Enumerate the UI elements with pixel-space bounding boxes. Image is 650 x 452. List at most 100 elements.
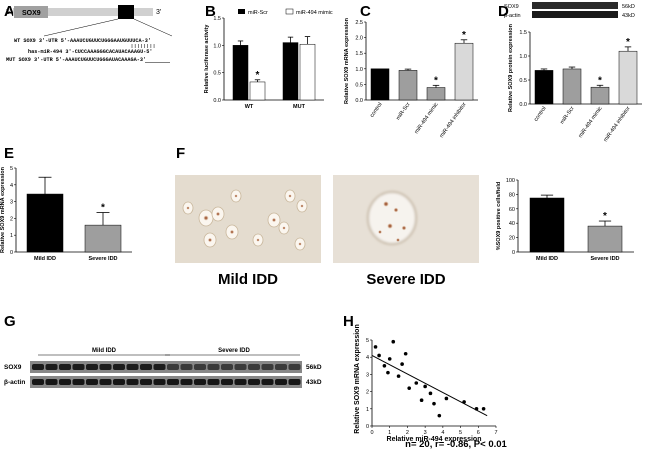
chart-h-point: [391, 339, 396, 344]
blot-g-band-actin: [248, 379, 260, 385]
blot-g-band-actin: [221, 379, 233, 385]
chart-d-bar: [534, 70, 554, 105]
chart-d-xtick-label: miR-494 inhibitor: [603, 106, 632, 144]
blot-g-band-actin: [99, 379, 112, 385]
blot-g-group-severe: Severe IDD: [218, 348, 250, 354]
chart-f-xtick-label: Severe IDD: [590, 256, 619, 262]
blot-g-band-actin: [234, 379, 247, 385]
sox9-gene-label: SOX9: [22, 10, 41, 17]
mild-cell-nucleus: [234, 194, 238, 198]
sox9-box: [14, 6, 48, 18]
chart-h-xtick-label: 4: [441, 430, 444, 436]
mild-cells: [182, 189, 308, 251]
chart-e-ytick-label: 2: [10, 216, 13, 222]
chart-e-ytick-label: 5: [10, 166, 13, 172]
mild-cell-nucleus: [300, 204, 304, 208]
chart-c-ylabel: Relative SOX9 mRNA expression: [344, 17, 350, 104]
chart-h-xtick-label: 2: [406, 430, 409, 436]
mild-cell-nucleus: [229, 229, 235, 235]
chart-f-ytick-label: 100: [506, 178, 515, 184]
chart-c-ytick-label: 1.5: [355, 51, 363, 57]
chart-b-ytick-label: 0.5: [213, 71, 221, 77]
chart-h-stats: n= 20, r= -0.86, P< 0.01: [405, 439, 507, 450]
blot-g-strip-sox9: [30, 361, 302, 373]
chart-h-fit-line: [371, 355, 488, 417]
chart-h-point: [428, 391, 433, 396]
chart-d-xtick-label: miR-494 mimic: [578, 106, 604, 140]
chart-e-mrna-idd: 0 1 2 3 4 5 Relative SOX9 mRNA expression Mild …: [0, 166, 132, 262]
panel-g-blot: Mild IDD Severe IDD SOX9 β-actin 56kD 43…: [4, 348, 322, 388]
chart-h-point: [403, 351, 408, 356]
chart-e-ytick-label: 3: [10, 200, 13, 206]
severe-cells: [378, 201, 407, 242]
chart-h-xtick-label: 0: [370, 430, 373, 436]
blot-g-band-sox9: [194, 364, 206, 370]
chart-b-bar: [299, 43, 316, 101]
blot-g-band-actin: [113, 379, 125, 385]
blot-g-band-actin: [288, 379, 301, 385]
chart-h-point: [407, 386, 412, 390]
chart-b-significance: *: [256, 70, 260, 81]
chart-h-point: [423, 384, 427, 389]
chart-f-xtick-label: Mild IDD: [536, 256, 558, 262]
blot-d-label-actin: β-actin: [504, 13, 521, 19]
blot-g-band-actin: [167, 379, 179, 385]
chart-e-bar: [26, 193, 64, 253]
utr-bar: [13, 8, 153, 16]
mild-cell-nucleus: [186, 206, 190, 210]
chart-h-point: [419, 398, 424, 403]
chart-h-xtick-label: 1: [388, 430, 391, 436]
chart-b-ylabel: Relative luciferase activity: [204, 24, 210, 94]
blot-d-size-sox9: 56kD: [622, 4, 635, 10]
chart-h-ytick-label: 5: [366, 338, 369, 344]
mild-cell-nucleus: [298, 242, 302, 246]
chart-h-point: [400, 362, 404, 366]
mild-cell-nucleus: [207, 237, 213, 243]
legend-b: miR-Scr miR-494 mimic: [238, 8, 333, 16]
pairing-lines: [131, 44, 155, 48]
chart-h-ylabel: Relative SOX9 mRNA expression: [354, 324, 361, 433]
panel-d-blot: SOX9 β-actin 56kD 43kD: [504, 2, 635, 19]
chart-c-ytick-label: 0.0: [355, 98, 363, 104]
panel-letter-g: G: [4, 313, 16, 330]
chart-c-xtick-label: miR-494 inhibitor: [439, 102, 468, 140]
chart-h-xlabel: Relative miR-494 expression: [387, 436, 482, 443]
blot-g-band-sox9: [86, 364, 98, 370]
blot-g-band-actin: [45, 379, 58, 385]
blot-d-band-actin: [532, 11, 618, 18]
blot-g-band-sox9: [153, 364, 166, 370]
blot-d-band-sox9: [532, 2, 618, 9]
chart-d-ytick-label: 0.0: [519, 102, 527, 108]
chart-c-xtick-label: miR-Scr: [395, 102, 411, 122]
ihc-caption-severe: Severe IDD: [366, 271, 445, 288]
chart-c-bar: [370, 68, 390, 101]
chart-e-ylabel: Relative SOX9 mRNA expression: [0, 166, 6, 253]
blot-g-band-sox9: [99, 364, 112, 370]
blot-g-band-actin: [59, 379, 71, 385]
chart-e-ytick-label: 4: [10, 183, 13, 189]
chart-b-ytick-label: 0.0: [213, 98, 221, 104]
mut-sequence: MUT SOX9 3'-UTR 5'-AAAUCUGUUCUGGGAUACAAA…: [6, 57, 146, 63]
chart-e-xtick-label: Mild IDD: [34, 256, 56, 262]
blot-g-band-actin: [32, 379, 44, 385]
mild-cell-nucleus: [256, 238, 260, 242]
chart-f-positive-cells: 0 20 40 60 80 100 %SOX9 positive cells/field Mi…: [496, 178, 634, 262]
chart-c-ytick-label: 1.0: [355, 67, 363, 73]
severe-cell-nucleus: [378, 230, 382, 234]
chart-h-ytick-label: 2: [366, 390, 369, 396]
severe-cell-nucleus: [396, 238, 400, 242]
chart-f-ytick-label: 80: [509, 192, 515, 198]
five-prime-label: 5': [6, 9, 11, 16]
panel-letter-d: D: [498, 3, 509, 20]
panel-letter-c: C: [360, 3, 371, 20]
zoom-line-left: [43, 18, 119, 37]
chart-f-bar: [587, 225, 623, 253]
chart-c-mrna: 0.0 0.5 1.0 1.5 2.0 2.5 Relative SOX9 mRNA exp…: [344, 17, 478, 139]
chart-f-bar: [529, 197, 565, 253]
chart-c-bar: [454, 42, 474, 101]
wt-sequence: WT SOX9 3'-UTR 5'-AAAUCUGUUCUGGGAAUGUUUC…: [14, 38, 151, 44]
chart-d-ylabel: Relative SOX9 protein expression: [508, 23, 514, 112]
blot-g-band-sox9: [234, 364, 247, 370]
